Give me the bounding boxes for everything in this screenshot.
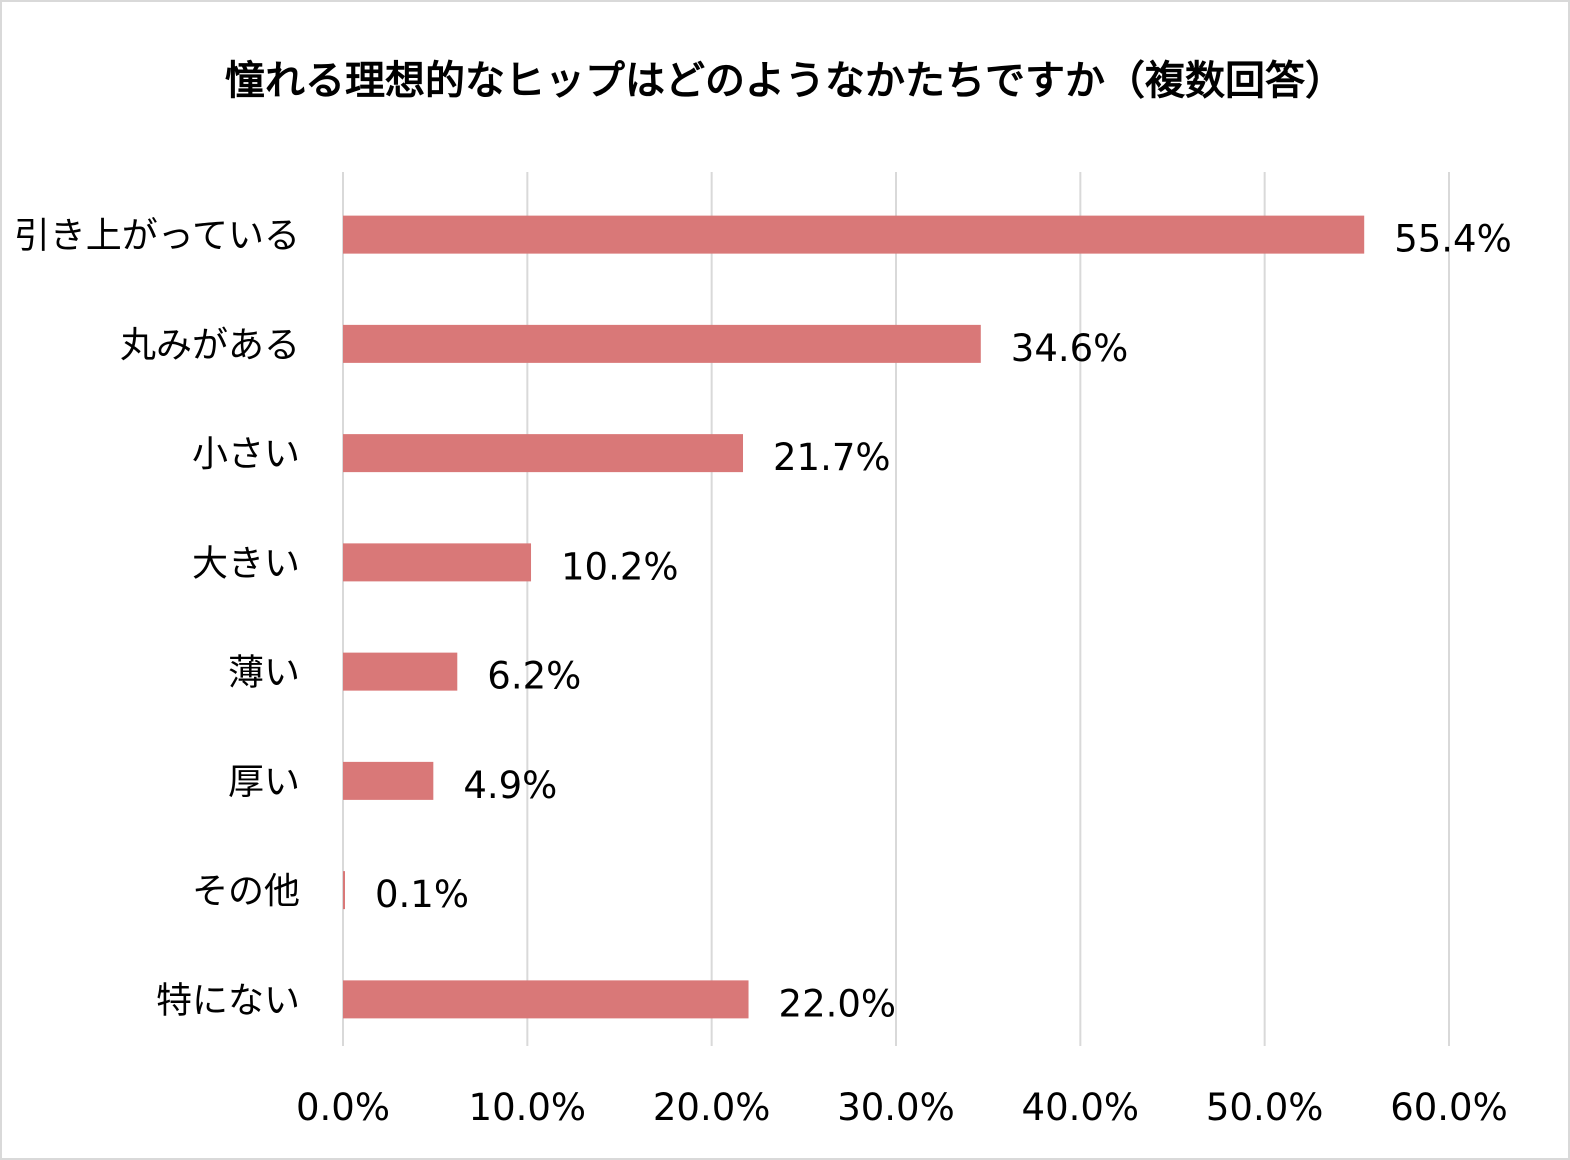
- x-tick-label-4: 40.0%: [1022, 1086, 1140, 1129]
- category-label-1: 丸みがある: [120, 325, 300, 366]
- value-label-1: 34.6%: [1011, 327, 1129, 370]
- value-label-7: 22.0%: [779, 982, 897, 1025]
- bar-7: [343, 980, 749, 1019]
- category-label-6: その他: [192, 871, 300, 912]
- bar-4: [343, 652, 458, 691]
- category-label-2: 小さい: [192, 434, 300, 475]
- x-axis-tick-labels: 0.0% 10.0% 20.0% 30.0% 40.0% 50.0% 60.0%: [296, 1086, 1508, 1129]
- x-tick-label-5: 50.0%: [1206, 1086, 1324, 1129]
- bar-3: [343, 543, 532, 582]
- value-label-2: 21.7%: [773, 436, 891, 479]
- bar-6: [343, 871, 345, 910]
- category-label-4: 薄い: [228, 653, 300, 694]
- x-tick-label-0: 0.0%: [296, 1086, 390, 1129]
- x-tick-label-6: 60.0%: [1390, 1086, 1508, 1129]
- bar-1: [343, 324, 981, 363]
- gridlines: [342, 172, 1450, 1046]
- value-label-5: 4.9%: [463, 764, 557, 807]
- value-labels: 55.4% 34.6% 21.7% 10.2% 6.2% 4.9% 0.1% 22.0%: [375, 218, 1512, 1026]
- category-label-0: 引き上がっている: [14, 216, 300, 257]
- category-label-3: 大きい: [192, 543, 300, 584]
- bar-5: [343, 761, 434, 800]
- x-tick-label-3: 30.0%: [837, 1086, 955, 1129]
- category-label-7: 特にない: [156, 980, 300, 1021]
- bar-2: [343, 434, 744, 473]
- x-tick-label-1: 10.0%: [469, 1086, 587, 1129]
- chart-title: 憧れる理想的なヒップはどのようなかたちですか（複数回答）: [225, 58, 1345, 104]
- category-label-5: 厚い: [228, 762, 300, 803]
- bars: [343, 215, 1365, 1019]
- value-label-3: 10.2%: [561, 545, 679, 588]
- bar-0: [343, 215, 1365, 254]
- value-label-4: 6.2%: [487, 655, 581, 698]
- x-tick-label-2: 20.0%: [653, 1086, 771, 1129]
- value-label-6: 0.1%: [375, 873, 469, 916]
- value-label-0: 55.4%: [1394, 218, 1512, 261]
